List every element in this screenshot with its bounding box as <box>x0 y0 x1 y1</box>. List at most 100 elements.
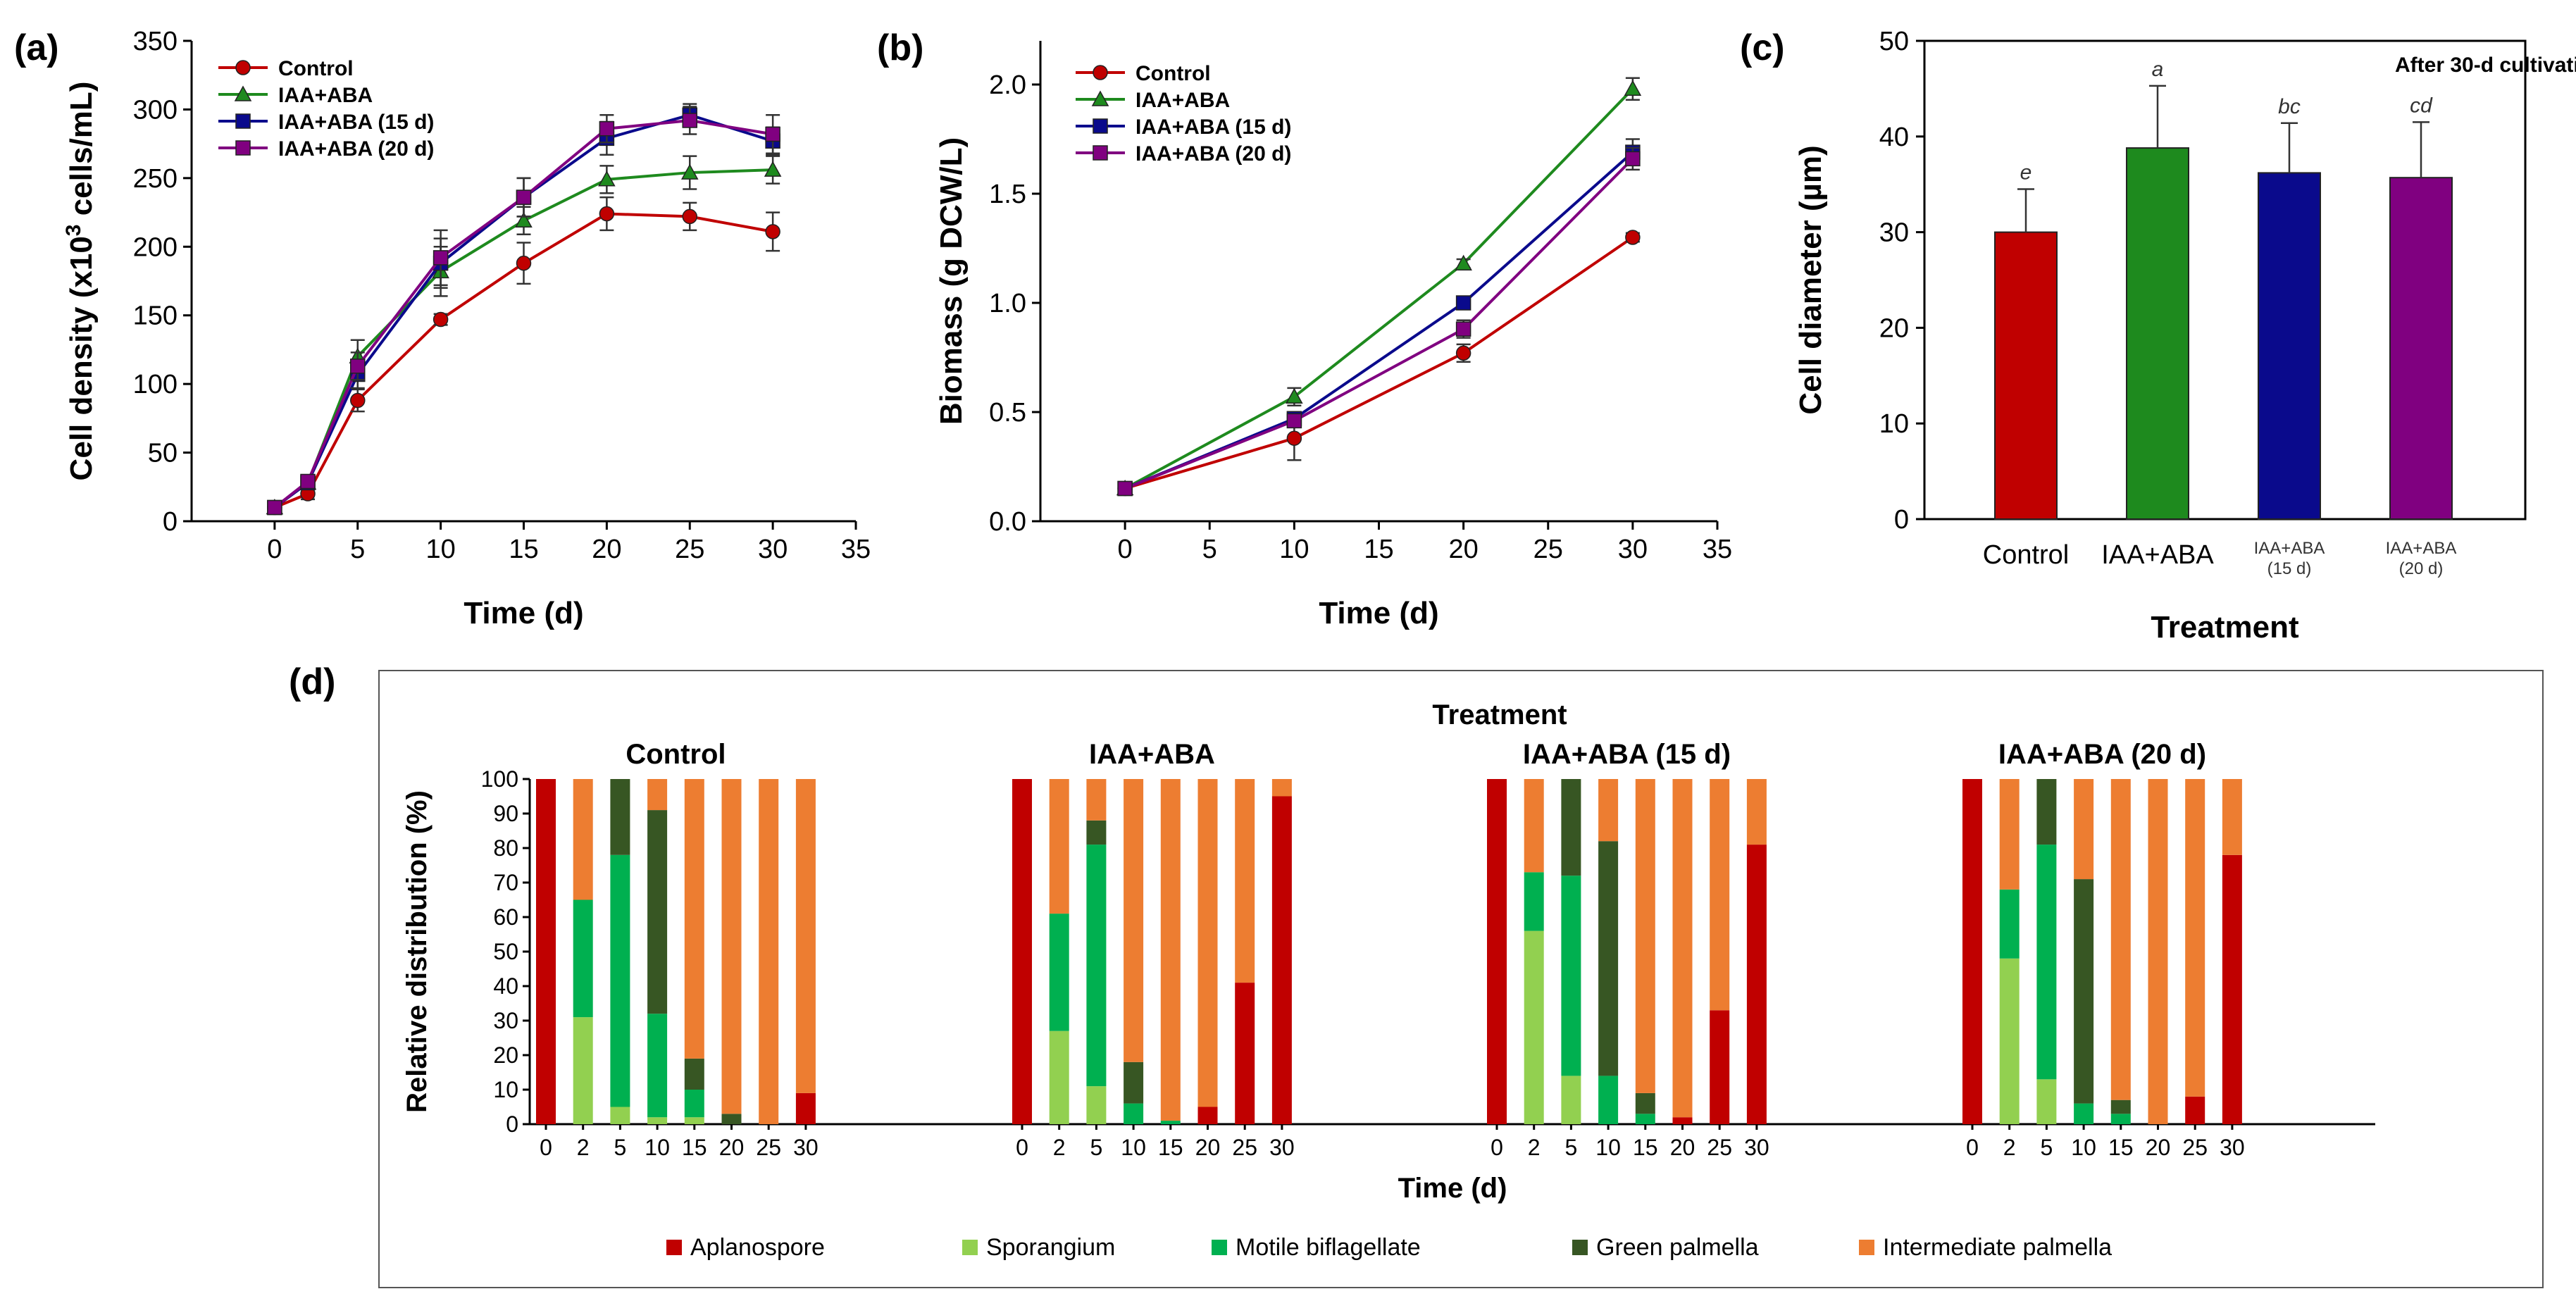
y-tick-label: 350 <box>133 27 178 56</box>
legend-marker <box>1093 65 1108 80</box>
y-tick-label: 150 <box>133 301 178 331</box>
legend-marker <box>1093 118 1108 134</box>
panel-label: (b) <box>877 27 923 68</box>
series-2 <box>1117 138 1641 497</box>
y-tick-label: 200 <box>133 232 178 262</box>
y-tick-label: 20 <box>493 1042 518 1068</box>
x-tick-label: 30 <box>793 1135 819 1160</box>
y-tick-label: 1.0 <box>989 289 1026 318</box>
x-tick-label: 25 <box>1707 1135 1732 1160</box>
category-label-sub: (20 d) <box>2399 559 2444 578</box>
data-point <box>682 208 697 225</box>
x-axis-title: Time (d) <box>1319 596 1438 630</box>
stack-segment <box>684 1058 704 1090</box>
stack-segment <box>1635 1114 1655 1124</box>
y-tick-label: 50 <box>493 939 518 964</box>
x-tick-label: 0 <box>267 535 282 564</box>
stack-segment <box>1999 889 2020 959</box>
stack-segment <box>684 1090 704 1118</box>
legend-label: Motile biflagellate <box>1236 1234 1421 1261</box>
x-tick-label: 10 <box>1595 1135 1621 1160</box>
x-tick-label: 20 <box>719 1135 745 1160</box>
significance-letter: a <box>2152 58 2164 81</box>
stack-segment <box>573 899 593 1018</box>
x-tick-label: 2 <box>2003 1135 2016 1160</box>
stack-segment <box>647 1117 668 1124</box>
stack-segment <box>1086 779 1107 821</box>
stack-segment <box>1012 779 1032 1124</box>
stack-segment <box>1999 779 2020 890</box>
stack-segment <box>2074 1103 2094 1124</box>
stack-segment <box>1235 779 1255 983</box>
y-tick-label: 60 <box>493 904 518 930</box>
y-tick-label: 50 <box>148 439 178 468</box>
stack-segment <box>1235 983 1255 1124</box>
stack-segment <box>1962 779 1982 1124</box>
y-axis-title: Biomass (g DCW/L) <box>934 137 969 425</box>
x-tick-label: 10 <box>2071 1135 2096 1160</box>
x-tick-label: 15 <box>2108 1135 2134 1160</box>
data-point <box>1286 430 1302 446</box>
legend-marker <box>1091 90 1109 106</box>
y-tick-label: 0 <box>163 507 178 537</box>
stack-segment <box>647 779 668 811</box>
y-tick-label: 100 <box>481 766 518 792</box>
x-tick-label: 30 <box>1744 1135 1769 1160</box>
y-tick-label: 2.0 <box>989 70 1026 100</box>
stack-segment <box>2036 845 2057 1080</box>
x-axis-title: Time (d) <box>1398 1173 1507 1204</box>
stack-segment <box>1524 872 1544 931</box>
legend-label: Aplanospore <box>690 1234 825 1261</box>
stack-segment <box>573 779 593 900</box>
data-point <box>765 224 780 239</box>
stack-segment <box>1049 779 1069 914</box>
data-point <box>1455 321 1471 337</box>
x-tick-label: 2 <box>1053 1135 1066 1160</box>
series-3 <box>1117 147 1641 497</box>
significance-letter: bc <box>2278 95 2301 118</box>
data-point <box>300 473 316 490</box>
data-point <box>1624 80 1642 96</box>
stack-segment <box>1160 779 1181 1121</box>
series-2 <box>267 103 780 516</box>
legend-label: Green palmella <box>1596 1234 1759 1261</box>
group-3: IAA+ABA (20 d)0 2 5 10 15 20 25 30 <box>1962 739 2245 1160</box>
stack-segment <box>2185 1096 2205 1124</box>
stack-segment <box>1561 876 1581 1076</box>
x-tick-label: 25 <box>675 535 704 564</box>
stack-segment <box>684 779 704 1059</box>
x-axis-title: Time (d) <box>463 596 583 630</box>
y-tick-label: 0.5 <box>989 398 1026 428</box>
y-tick-label: 250 <box>133 164 178 194</box>
significance-letter: e <box>2020 161 2032 184</box>
y-axis-title: Cell density (x103 cells/mL) <box>62 82 99 481</box>
legend-marker <box>234 85 252 101</box>
stack-segment <box>2222 854 2242 1124</box>
stack-segment <box>610 854 630 1107</box>
data-point <box>350 392 366 409</box>
y-tick-label: 40 <box>493 973 518 999</box>
panel-d-stacked-bar-chart: (d)Treatment0102030405060708090100Relati… <box>289 661 2544 1288</box>
chart-title: Treatment <box>1432 699 1567 730</box>
x-tick-label: 20 <box>2146 1135 2171 1160</box>
x-tick-label: 10 <box>1121 1135 1146 1160</box>
stack-segment <box>1487 779 1507 1124</box>
data-point <box>1625 151 1641 167</box>
stack-segment <box>610 779 630 855</box>
data-point <box>433 250 449 266</box>
x-tick-label: 0 <box>540 1135 552 1160</box>
legend-swatch <box>962 1240 978 1255</box>
series-line <box>1124 236 1634 490</box>
bar <box>1994 231 2058 520</box>
stack-segment <box>1746 845 1767 1124</box>
legend: Control IAA+ABA IAA+ABA (15 d) IAA+ABA (20 … <box>218 57 434 161</box>
y-tick-label: 10 <box>493 1077 518 1102</box>
stack-segment <box>1561 1076 1581 1124</box>
legend-label: Control <box>278 57 354 80</box>
stack-segment <box>1197 779 1218 1107</box>
y-tick-label: 0 <box>506 1111 518 1137</box>
category-label: Control <box>1983 540 2070 570</box>
stack-segment <box>647 810 668 1014</box>
